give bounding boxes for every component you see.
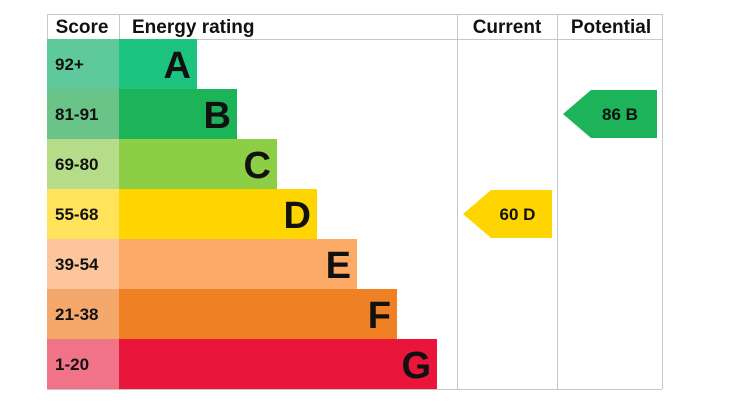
score-cell [47, 189, 119, 239]
score-cell [47, 139, 119, 189]
band-letter: C [244, 145, 271, 187]
band-letter: D [284, 195, 311, 237]
score-label: 1-20 [55, 355, 89, 374]
current-rating-arrow-label: 60 D [500, 205, 536, 224]
band-letter: F [368, 295, 391, 337]
header-current: Current [473, 17, 542, 38]
score-label: 69-80 [55, 155, 98, 174]
band-bar [119, 289, 397, 339]
band-bar [119, 139, 277, 189]
column-headers: Score Energy rating Current Potential [56, 17, 652, 38]
band-bar [119, 239, 357, 289]
band-row-g: 1-20 G [47, 339, 437, 389]
band-row-f: 21-38 F [47, 289, 397, 339]
potential-rating-arrow: 86 B [563, 90, 657, 138]
band-row-b: 81-91 B [47, 89, 237, 139]
current-rating-arrow-shape [463, 190, 552, 238]
score-label: 81-91 [55, 105, 98, 124]
band-bar [119, 339, 437, 389]
band-letter: A [164, 45, 191, 87]
header-score: Score [56, 17, 109, 38]
band-row-a: 92+ A [47, 39, 197, 89]
score-cell [47, 289, 119, 339]
score-label: 92+ [55, 55, 84, 74]
current-rating-arrow: 60 D [463, 190, 552, 238]
score-cell [47, 89, 119, 139]
header-potential: Potential [571, 17, 651, 38]
score-label: 39-54 [55, 255, 99, 274]
band-letter: B [204, 95, 231, 137]
band-letter: G [401, 345, 431, 387]
potential-rating-arrow-label: 86 B [602, 105, 638, 124]
band-bar [119, 39, 197, 89]
rating-arrows: 60 D 86 B [463, 90, 657, 238]
potential-rating-arrow-shape [563, 90, 657, 138]
score-label: 55-68 [55, 205, 98, 224]
band-row-d: 55-68 D [47, 189, 317, 239]
band-row-e: 39-54 E [47, 239, 357, 289]
rating-bands: 92+ A 81-91 B 69-80 C 55-68 D 39-54 E 21-38 F 1-20 G [47, 39, 437, 389]
band-bar [119, 189, 317, 239]
score-cell [47, 39, 119, 89]
score-label: 21-38 [55, 305, 98, 324]
score-cell [47, 239, 119, 289]
band-letter: E [326, 245, 351, 287]
band-bar [119, 89, 237, 139]
score-cell [47, 339, 119, 389]
band-row-c: 69-80 C [47, 139, 277, 189]
header-energy-rating: Energy rating [132, 17, 254, 38]
